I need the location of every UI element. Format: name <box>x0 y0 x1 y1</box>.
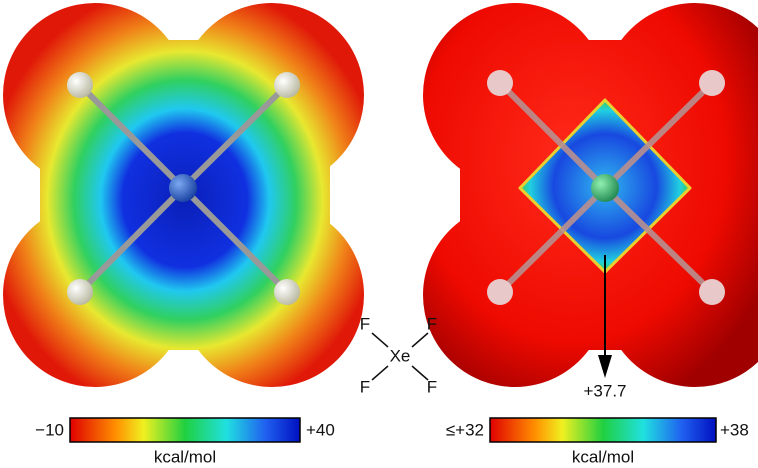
right-surface <box>420 0 758 400</box>
atom-label: F <box>360 377 370 396</box>
figure: +37.7 F F Xe F F −10 +40 kcal/mol ≤+32 +… <box>0 0 758 468</box>
molecule-diagram: F F Xe F F <box>360 314 437 396</box>
atom-label: F <box>427 377 437 396</box>
scale-min: −10 <box>35 420 64 439</box>
page: +37.7 F F Xe F F −10 +40 kcal/mol ≤+32 +… <box>0 0 758 468</box>
left-colorbar: −10 +40 kcal/mol <box>35 418 335 466</box>
scale-min: ≤+32 <box>446 420 484 439</box>
atom-label: F <box>360 314 370 333</box>
scale-max: +40 <box>306 420 335 439</box>
atom-label: Xe <box>390 346 411 365</box>
scale-max: +38 <box>720 420 749 439</box>
right-colorbar: ≤+32 +38 kcal/mol <box>446 418 749 466</box>
unit-label: kcal/mol <box>572 447 634 466</box>
atom-label: F <box>427 314 437 333</box>
unit-label: kcal/mol <box>154 447 216 466</box>
annotation: +37.7 <box>583 381 626 400</box>
left-surface <box>0 0 370 400</box>
